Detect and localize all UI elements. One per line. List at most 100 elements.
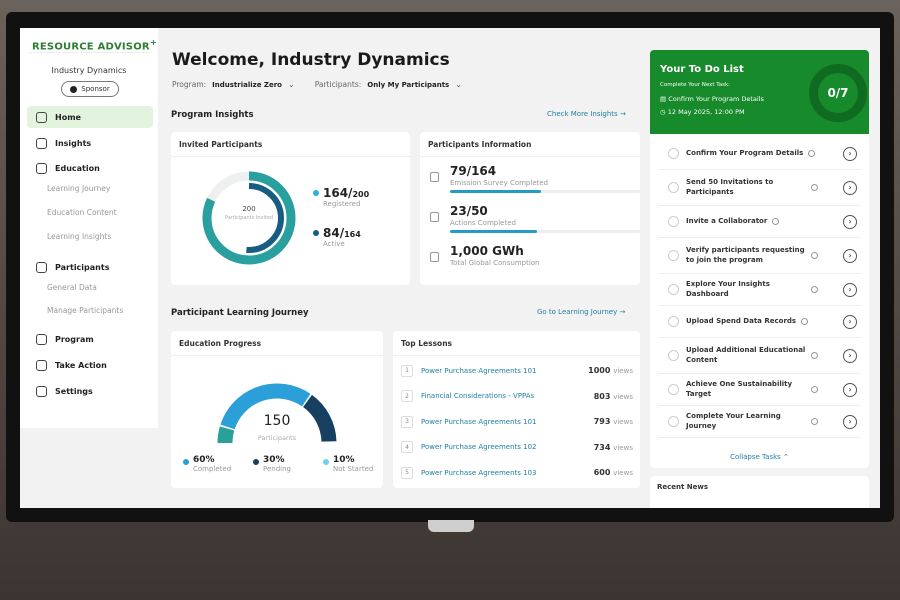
chevron-right-icon[interactable]: › [843, 248, 857, 263]
help-icon[interactable] [772, 218, 780, 225]
gear-icon [36, 385, 47, 397]
sidebar-subitem[interactable]: General Data [47, 283, 97, 292]
chevron-right-icon[interactable]: › [843, 382, 857, 397]
sidebar-item[interactable]: Insights [27, 132, 153, 154]
logo[interactable]: RESOURCE ADVISOR+ [32, 37, 157, 52]
collapse-label: Collapse Tasks [730, 453, 781, 461]
sidebar-item[interactable]: Settings [27, 380, 153, 402]
task-checkbox[interactable] [668, 182, 679, 193]
collapse-tasks-button[interactable]: Collapse Tasks ⌃ [650, 453, 869, 461]
sidebar-subitem[interactable]: Education Content [47, 208, 117, 217]
link-label: Go to Learning Journey [537, 308, 618, 316]
lesson-title[interactable]: Power Purchase Agreements 101 [421, 366, 537, 375]
task-checkbox[interactable] [668, 250, 679, 261]
sidebar-subitem[interactable]: Learning Insights [47, 232, 112, 241]
views-label: views [613, 418, 633, 426]
gauge-segment-completed [220, 383, 311, 430]
todo-task[interactable]: Achieve One Sustainability Target › [658, 374, 861, 406]
check-more-insights-link[interactable]: Check More Insights → [547, 110, 626, 118]
go-to-learning-journey-link[interactable]: Go to Learning Journey → [537, 308, 625, 316]
sidebar-item[interactable]: Participants [27, 256, 153, 278]
todo-task[interactable]: Upload Spend Data Records › [658, 306, 861, 338]
lesson-views: 793 [593, 417, 611, 426]
task-checkbox[interactable] [668, 316, 679, 327]
lesson-row[interactable]: 4 Power Purchase Agreements 102 734 views [401, 435, 633, 460]
lesson-title[interactable]: Financial Considerations - VPPAs [421, 392, 535, 400]
task-checkbox[interactable] [668, 284, 679, 295]
sidebar-item[interactable]: Take Action [27, 354, 153, 376]
people-icon [36, 261, 47, 273]
registered-total: 200 [352, 190, 370, 199]
task-checkbox[interactable] [668, 416, 679, 427]
chevron-right-icon[interactable]: › [843, 146, 857, 161]
sidebar-subitem[interactable]: Manage Participants [47, 306, 124, 315]
todo-header: Your To Do List Complete Your Next Task:… [650, 50, 869, 134]
legend-value: 10% [333, 455, 355, 465]
lesson-row[interactable]: 3 Power Purchase Agreements 101 793 views [401, 409, 633, 434]
program-label: Program: [172, 80, 207, 89]
sidebar-item[interactable]: Home [27, 106, 153, 128]
help-icon[interactable] [811, 286, 818, 293]
help-icon[interactable] [811, 252, 818, 259]
participants-select[interactable]: Only My Participants [367, 80, 450, 89]
help-icon[interactable] [811, 386, 818, 393]
sidebar-item-label: Home [55, 112, 81, 122]
task-checkbox[interactable] [668, 148, 679, 159]
help-icon[interactable] [808, 150, 816, 157]
todo-progress-ring: 0/7 [809, 64, 867, 122]
lesson-row[interactable]: 2 Financial Considerations - VPPAs 803 vie… [401, 384, 633, 409]
clock-icon: ◷ [660, 108, 668, 116]
lesson-title[interactable]: Power Purchase Agreements 101 [421, 417, 537, 426]
sidebar-subitem[interactable]: Learning Journey [47, 184, 111, 193]
lesson-title[interactable]: Power Purchase Agreements 103 [421, 468, 537, 477]
task-checkbox[interactable] [668, 350, 679, 361]
info-value: 1,000 GWh [450, 244, 524, 258]
participants-information-card: Participants Information 79/164 Emission … [420, 132, 640, 285]
lesson-rank: 2 [401, 390, 413, 402]
todo-task[interactable]: Upload Additional Educational Content › [658, 338, 861, 374]
section-title: Program Insights [171, 110, 254, 120]
lesson-row[interactable]: 1 Power Purchase Agreements 101 1000 views [401, 358, 633, 383]
task-label: Upload Additional Educational Content [686, 346, 806, 364]
org-name: Industry Dynamics [51, 66, 127, 75]
todo-task[interactable]: Verify participants requesting to join t… [658, 238, 861, 274]
chevron-right-icon[interactable]: › [843, 282, 857, 297]
chevron-down-icon[interactable]: ⌄ [455, 80, 462, 89]
todo-task[interactable]: Send 50 Invitations to Participants › [658, 170, 861, 206]
lesson-title[interactable]: Power Purchase Agreements 102 [421, 443, 537, 451]
chevron-right-icon[interactable]: › [843, 314, 857, 329]
legend-label: Not Started [333, 465, 374, 473]
help-icon[interactable] [811, 352, 818, 359]
chevron-down-icon[interactable]: ⌄ [287, 80, 295, 89]
lesson-row[interactable]: 5 Power Purchase Agreements 103 600 views [401, 460, 633, 485]
program-select[interactable]: Industrialize Zero [212, 80, 282, 89]
help-icon[interactable] [811, 184, 818, 191]
filters: Program: Industrialize Zero ⌄ Participant… [172, 80, 476, 89]
lesson-views: 600 [593, 468, 611, 477]
help-icon[interactable] [801, 318, 809, 325]
sponsor-icon [70, 85, 78, 93]
todo-task[interactable]: Invite a Collaborator › [658, 206, 861, 238]
todo-task[interactable]: Explore Your Insights Dashboard › [658, 274, 861, 306]
education-legend-item: 10% Not Started [323, 455, 373, 473]
task-checkbox[interactable] [668, 216, 679, 227]
chevron-right-icon[interactable]: › [843, 414, 857, 429]
sidebar-item-label: Settings [55, 386, 93, 396]
clipboard-icon [430, 172, 439, 182]
arrow-right-icon: → [619, 308, 626, 316]
book-icon [36, 162, 47, 174]
sidebar-item[interactable]: Education [27, 157, 153, 179]
chevron-right-icon[interactable]: › [843, 348, 857, 363]
active-legend: 84/164 Active [313, 226, 361, 248]
help-icon[interactable] [811, 418, 818, 425]
task-checkbox[interactable] [668, 384, 679, 395]
next-task-title: Confirm Your Program Details [668, 95, 764, 103]
chevron-right-icon[interactable]: › [843, 180, 857, 195]
chevron-right-icon[interactable]: › [843, 214, 857, 229]
next-task[interactable]: ▤ Confirm Your Program Details [660, 95, 764, 103]
todo-task[interactable]: Confirm Your Program Details › [658, 138, 861, 170]
sidebar-item[interactable]: Program [27, 328, 153, 350]
registered-value: 164/ [323, 186, 353, 200]
views-label: views [613, 392, 633, 401]
todo-task[interactable]: Complete Your Learning Journey › [658, 406, 861, 438]
